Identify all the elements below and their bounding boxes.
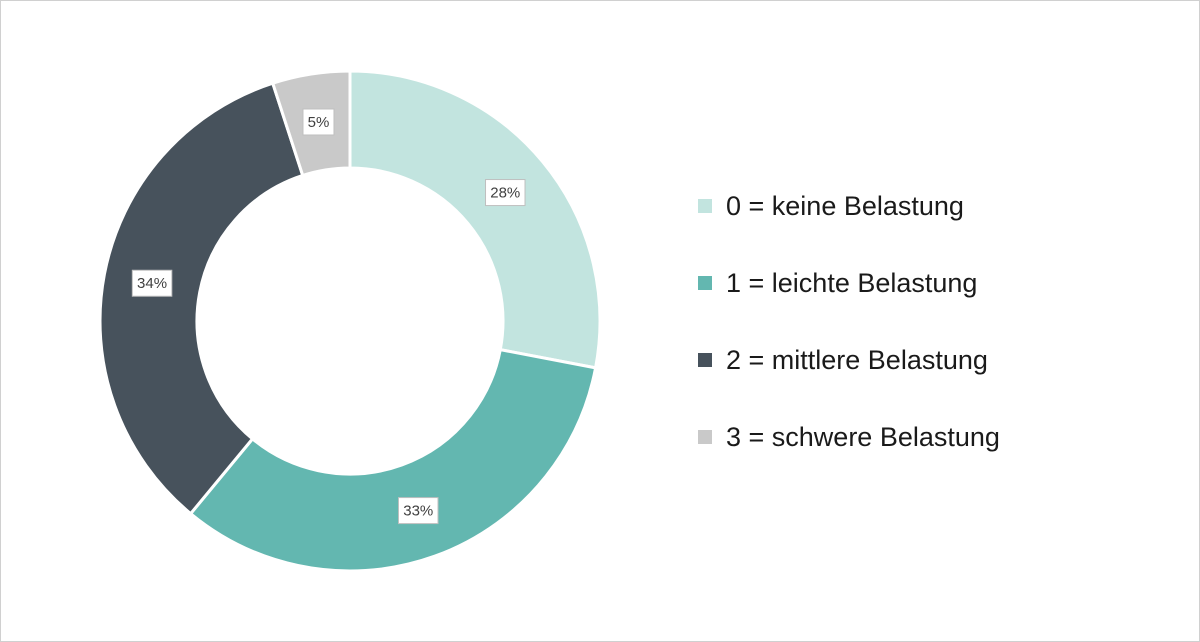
- donut-slices: [98, 69, 602, 573]
- data-label-box-2: [131, 269, 173, 297]
- legend: 0 = keine Belastung 1 = leichte Belastun…: [698, 186, 1000, 494]
- legend-label-3: 3 = schwere Belastung: [726, 421, 1000, 452]
- data-label-box-3: [302, 108, 335, 136]
- donut-data-labels: 28% 33% 34% 5%: [131, 108, 526, 525]
- legend-item-0: 0 = keine Belastung: [698, 186, 1000, 226]
- data-label-1: 33%: [403, 503, 433, 520]
- donut-slice-2: [98, 81, 305, 516]
- data-label-2: 34%: [137, 275, 167, 292]
- legend-item-2: 2 = mittlere Belastung: [698, 340, 1000, 380]
- data-label-0: 28%: [490, 185, 520, 202]
- legend-label-1: 1 = leichte Belastung: [726, 267, 978, 298]
- legend-item-1: 1 = leichte Belastung: [698, 263, 1000, 303]
- data-label-3: 5%: [308, 114, 330, 131]
- donut-slice-0: [348, 69, 602, 370]
- donut-slice-1: [188, 347, 598, 573]
- legend-swatch-1: [698, 276, 712, 290]
- legend-swatch-2: [698, 353, 712, 367]
- legend-swatch-3: [698, 430, 712, 444]
- legend-label-0: 0 = keine Belastung: [726, 190, 964, 221]
- legend-label-2: 2 = mittlere Belastung: [726, 344, 988, 375]
- data-label-box-0: [485, 179, 526, 207]
- legend-swatch-0: [698, 199, 712, 213]
- data-label-box-1: [398, 497, 439, 525]
- legend-item-3: 3 = schwere Belastung: [698, 417, 1000, 457]
